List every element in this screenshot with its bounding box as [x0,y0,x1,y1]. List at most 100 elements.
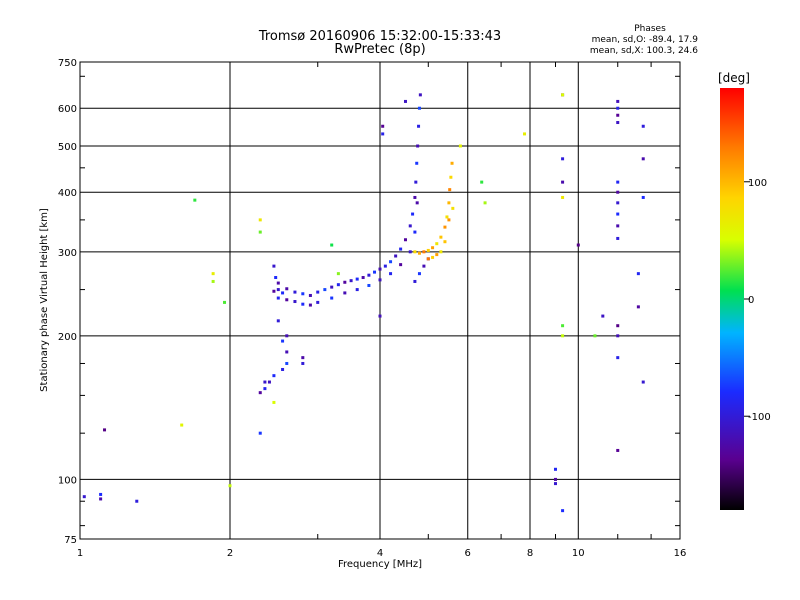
x-tick-label: 2 [227,548,233,559]
data-point [408,250,412,254]
data-point [258,391,262,395]
data-points [82,93,645,513]
data-point [458,144,462,148]
data-point [417,106,421,110]
data-point [413,195,417,199]
data-point [343,291,347,295]
data-point [616,324,620,328]
y-tick-label: 300 [58,248,77,259]
data-point [576,243,580,247]
data-point [301,302,305,306]
data-point [389,272,393,276]
data-point [263,387,267,391]
data-point [272,264,276,268]
y-tick-label: 750 [58,58,77,69]
x-tick-label: 4 [377,548,383,559]
data-point [561,324,565,328]
data-point [308,303,312,307]
data-point [336,272,340,276]
data-point [308,293,312,297]
data-point [381,124,385,128]
data-point [416,144,420,148]
data-point [417,272,421,276]
data-point [414,180,418,184]
data-point [336,283,340,287]
x-tick-label: 10 [572,548,585,559]
data-point [450,161,454,165]
data-point [135,499,139,503]
data-point [439,250,443,254]
data-point [211,279,215,283]
data-point [561,334,565,338]
data-point [383,264,387,268]
stats-heading: Phases [634,24,666,34]
data-point [411,212,415,216]
colorbar [720,88,744,510]
data-point [417,251,421,255]
data-point [349,279,353,283]
data-point [616,334,620,338]
grid-lines [80,62,680,539]
data-point [616,356,620,360]
data-point [82,495,86,499]
data-point [103,428,107,432]
data-point [616,121,620,125]
data-point [445,215,449,219]
data-point [281,339,285,343]
x-tick-label: 6 [465,548,471,559]
data-point [276,296,280,300]
stats-x-mode: mean, sd,X: 100.3, 24.6 [590,46,698,56]
data-point [301,361,305,365]
data-point [422,264,426,268]
data-point [426,248,430,252]
y-tick-label: 200 [58,332,77,343]
data-point [272,400,276,404]
data-point [561,180,565,184]
data-point [601,314,605,318]
data-point [274,276,278,280]
data-point [451,206,455,210]
y-tick-label: 500 [58,142,77,153]
data-point [449,175,453,179]
data-point [480,180,484,184]
data-point [418,93,422,97]
colorbar-tick-label: 100 [748,178,767,189]
data-point [293,290,297,294]
data-point [403,238,407,242]
data-point [435,242,439,246]
y-tick-label: 75 [64,535,77,546]
colorbar-tick-label: 0 [748,295,754,306]
data-point [561,93,565,97]
data-point [276,319,280,323]
data-point [415,161,419,165]
data-point [641,124,645,128]
data-point [641,157,645,161]
y-axis-ticks: 75 100 200 300 400 500 600 750 [58,58,680,546]
data-point [301,292,305,296]
data-point [228,484,232,488]
data-point [258,431,262,435]
data-point [389,260,393,264]
data-point [285,298,289,302]
data-point [285,350,289,354]
data-point [616,190,620,194]
colorbar-ticks: 100 0 -100 [744,178,771,423]
data-point [561,509,565,513]
data-point [343,280,347,284]
data-point [413,250,417,254]
data-point [330,296,334,300]
data-point [211,272,215,276]
data-point [413,279,417,283]
data-point [272,374,276,378]
data-point [378,278,382,282]
colorbar-label: [deg] [718,71,750,85]
x-tick-label: 1 [77,548,83,559]
data-point [373,270,377,274]
y-tick-label: 600 [58,104,77,115]
data-point [285,361,289,365]
data-point [553,482,557,486]
data-point [293,300,297,304]
data-point [355,288,359,292]
data-point [223,300,227,304]
